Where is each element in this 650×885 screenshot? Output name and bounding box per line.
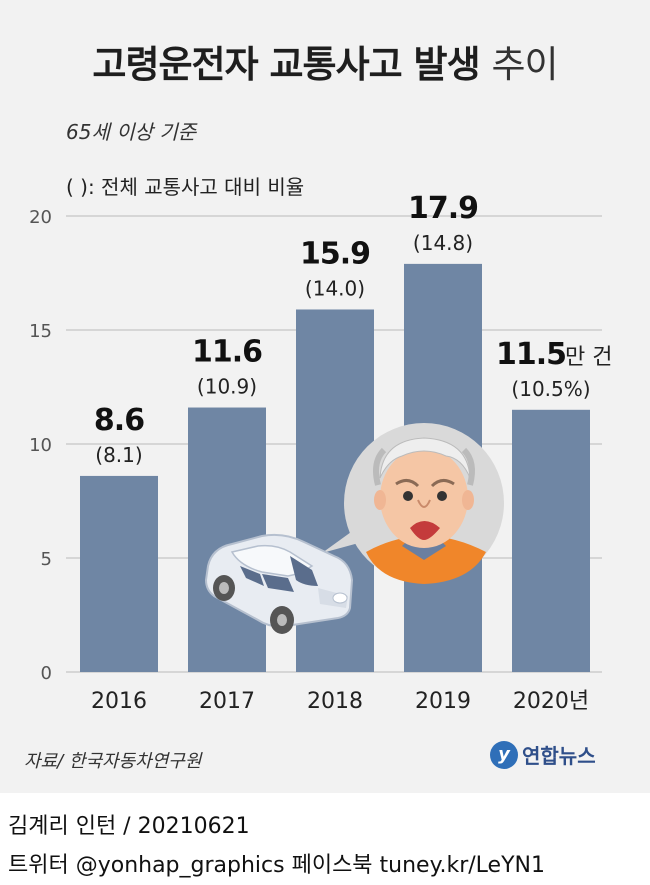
ratio-label: (10.5%) <box>511 377 590 401</box>
value-label: 8.6 <box>94 403 144 438</box>
title-bold: 고령운전자 교통사고 발생 <box>92 43 480 86</box>
value-label: 17.9 <box>408 191 478 226</box>
infographic-card: 고령운전자 교통사고 발생 추이 65세 이상 기준 ( ): 전체 교통사고 … <box>0 0 650 793</box>
axis-labels: 0 5 10 15 20 2016 2017 2018 2019 2020년 <box>29 207 589 714</box>
x-tick-label: 2016 <box>91 689 147 714</box>
value-labels: (8.1) 8.6 (10.9) 11.6 (14.0) 15.9 (14.8) 17.9 (1… <box>94 191 613 467</box>
x-tick-label: 2019 <box>415 689 471 714</box>
ratio-label: (14.0) <box>305 276 365 300</box>
yonhap-logo-mark: y <box>490 740 518 769</box>
value-label: 15.9 <box>300 236 370 271</box>
yonhap-logo-text: 연합뉴스 <box>522 744 596 768</box>
y-tick-label: 10 <box>29 435 52 456</box>
bar <box>512 409 590 672</box>
x-tick-label: 2020년 <box>513 689 589 714</box>
car-icon <box>204 533 354 634</box>
bars <box>80 263 590 672</box>
ratio-note: ( ): 전체 교통사고 대비 비율 <box>66 175 305 199</box>
y-tick-label: 0 <box>41 663 52 684</box>
value-label: 11.6 <box>192 335 262 370</box>
value-label: 11.5 <box>496 337 566 372</box>
ratio-label: (8.1) <box>95 443 142 467</box>
chart-title: 고령운전자 교통사고 발생 추이 <box>0 34 650 88</box>
yonhap-logo: y 연합뉴스 <box>490 740 596 769</box>
value-unit-label: 만 건 <box>565 345 612 370</box>
social-links: 트위터 @yonhap_graphics 페이스북 tuney.kr/LeYN1 <box>8 853 545 878</box>
bar <box>80 475 158 672</box>
y-tick-label: 15 <box>29 321 52 342</box>
y-tick-label: 5 <box>41 549 52 570</box>
bar-chart: (8.1) 8.6 (10.9) 11.6 (14.0) 15.9 (14.8) 17.9 (1… <box>29 191 613 714</box>
x-tick-label: 2017 <box>199 689 255 714</box>
ratio-label: (10.9) <box>197 375 257 399</box>
ratio-label: (14.8) <box>413 231 473 255</box>
y-tick-label: 20 <box>29 207 52 228</box>
elderly-driver-icon <box>322 423 504 584</box>
title-light: 추이 <box>491 43 559 86</box>
author-credit: 김계리 인턴 / 20210621 <box>8 814 250 839</box>
x-tick-label: 2018 <box>307 689 363 714</box>
source-note: 자료/ 한국자동차연구원 <box>24 751 202 772</box>
chart-subtitle: 65세 이상 기준 <box>66 120 197 144</box>
